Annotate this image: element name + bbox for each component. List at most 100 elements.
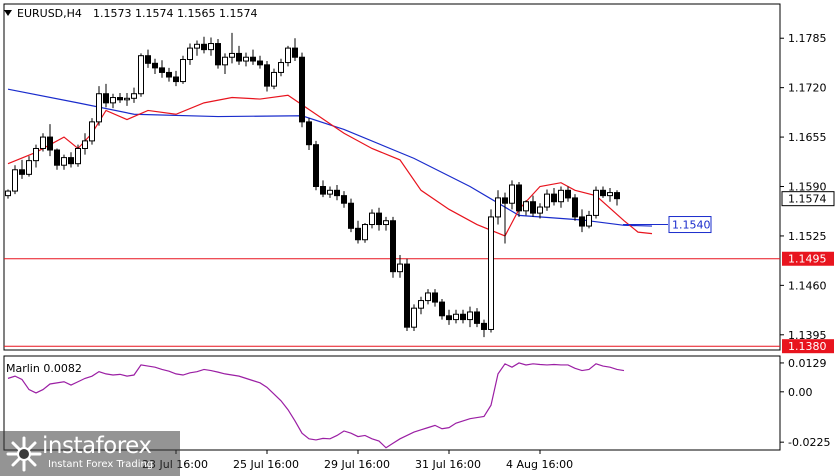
level-price-label: 1.1380 — [788, 340, 827, 353]
watermark-brand: instaforex — [42, 433, 152, 459]
bull-candle-body — [75, 147, 81, 165]
time-axis-label: 29 Jul 16:00 — [324, 458, 390, 471]
watermark-tagline: Instant Forex Trading — [48, 459, 154, 470]
candle — [285, 45, 291, 67]
bear-candle-body — [614, 192, 620, 200]
bull-candle-body — [509, 184, 515, 204]
candle — [320, 180, 326, 198]
bull-candle-body — [488, 216, 494, 330]
bull-candle-body — [124, 97, 130, 101]
candle — [5, 189, 11, 199]
candle — [306, 118, 312, 151]
candle — [229, 32, 235, 64]
bull-candle-body — [82, 140, 88, 149]
candle — [299, 52, 305, 128]
bull-candle-body — [558, 189, 564, 203]
bull-candle-body — [26, 160, 32, 175]
bear-candle-body — [432, 292, 438, 303]
bull-candle-body — [537, 206, 543, 214]
bear-candle-body — [68, 157, 74, 165]
candle — [453, 309, 459, 324]
bull-candle-body — [5, 190, 11, 197]
bull-candle-body — [418, 300, 424, 309]
bear-candle-body — [152, 62, 158, 69]
candle — [565, 186, 571, 202]
bear-candle-body — [600, 189, 606, 197]
bull-candle-body — [12, 169, 18, 192]
candle — [131, 87, 137, 103]
bull-candle-body — [411, 307, 417, 328]
candle — [397, 254, 403, 278]
bull-candle-body — [467, 311, 473, 321]
candle — [180, 55, 186, 84]
bear-candle-body — [516, 184, 522, 212]
bull-candle-body — [222, 56, 228, 66]
bear-candle-body — [47, 136, 53, 151]
candle — [383, 216, 389, 231]
indicator-axis-label: -0.0225 — [788, 436, 830, 449]
price-axis-label: 1.1655 — [788, 131, 827, 144]
bear-candle-body — [334, 189, 340, 197]
candle — [47, 124, 53, 157]
candle — [600, 186, 606, 198]
symbol-dropdown-icon[interactable] — [4, 10, 12, 16]
candle — [257, 55, 263, 69]
candle — [152, 58, 158, 74]
candle — [243, 52, 249, 67]
candle — [159, 60, 165, 78]
price-axis-label: 1.1720 — [788, 82, 827, 95]
level-price-box — [782, 251, 834, 266]
candle — [33, 144, 39, 168]
candle — [488, 209, 494, 333]
candle — [89, 118, 95, 145]
candle — [75, 144, 81, 167]
bear-candle-body — [250, 56, 256, 62]
candle — [481, 319, 487, 338]
candle — [439, 299, 445, 320]
bear-candle-body — [145, 55, 151, 64]
watermark-logo: instaforex Instant Forex Trading — [0, 431, 180, 476]
candle — [61, 154, 67, 170]
bear-candle-body — [236, 52, 242, 62]
time-axis-label: 31 Jul 16:00 — [415, 458, 481, 471]
candle — [411, 304, 417, 331]
bear-candle-body — [404, 263, 410, 328]
indicator-pane-frame — [3, 355, 781, 451]
bull-candle-body — [271, 71, 277, 87]
current-price-label: 1.1574 — [788, 193, 827, 206]
candle — [432, 289, 438, 307]
chart-header: EURUSD,H4 1.1573 1.1574 1.1565 1.1574 — [4, 7, 257, 20]
bear-candle-body — [530, 201, 536, 214]
candle — [586, 210, 592, 229]
bear-candle-body — [299, 56, 305, 123]
bull-candle-body — [187, 47, 193, 61]
candle — [208, 37, 214, 56]
candle — [222, 53, 228, 74]
current-price-box — [781, 191, 835, 207]
candle — [369, 209, 375, 229]
indicator-axis-label: 0.00 — [788, 386, 813, 399]
time-axis-label: 4 Aug 16:00 — [506, 458, 573, 471]
bear-candle-body — [201, 43, 207, 51]
candle — [390, 216, 396, 278]
marlin-indicator-line — [7, 362, 625, 449]
bear-candle-body — [579, 216, 585, 227]
bear-candle-body — [572, 197, 578, 218]
candle — [264, 61, 270, 92]
candle — [292, 38, 298, 62]
candle — [467, 306, 473, 328]
candle — [166, 67, 172, 82]
candle — [551, 188, 557, 206]
candle — [96, 86, 102, 126]
bear-candle-body — [257, 60, 263, 66]
bull-candle-body — [61, 157, 67, 166]
bear-candle-body — [166, 71, 172, 78]
candle — [313, 140, 319, 191]
bull-candle-body — [327, 189, 333, 195]
candle — [355, 220, 361, 244]
candle — [495, 190, 501, 225]
candle — [334, 184, 340, 201]
price-axis-label: 1.1395 — [788, 329, 827, 342]
candle — [362, 223, 368, 243]
